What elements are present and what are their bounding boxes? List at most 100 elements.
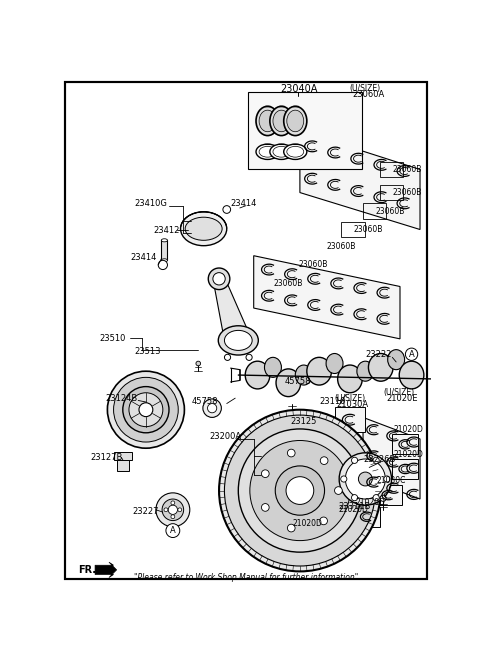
Circle shape (286, 477, 314, 504)
Text: 23060A: 23060A (352, 90, 384, 98)
Ellipse shape (161, 259, 168, 262)
Text: 23060B: 23060B (392, 188, 421, 197)
Ellipse shape (359, 472, 372, 486)
Text: 23060B: 23060B (299, 261, 328, 269)
Text: 23040A: 23040A (281, 84, 318, 94)
Ellipse shape (270, 106, 293, 136)
Text: 23200A: 23200A (209, 432, 241, 441)
Bar (392, 434, 419, 455)
Circle shape (225, 354, 230, 360)
Circle shape (406, 348, 418, 360)
Polygon shape (363, 417, 420, 499)
Ellipse shape (123, 386, 169, 433)
Ellipse shape (264, 358, 281, 377)
Text: (U/SIZE): (U/SIZE) (335, 394, 366, 403)
Text: 23222: 23222 (365, 350, 392, 359)
Circle shape (320, 517, 327, 525)
Text: 21020E: 21020E (386, 394, 418, 403)
Circle shape (238, 429, 361, 552)
Text: 23110: 23110 (319, 398, 346, 407)
Ellipse shape (213, 272, 225, 285)
Circle shape (275, 466, 324, 515)
Circle shape (168, 505, 178, 514)
Circle shape (262, 504, 269, 512)
Text: 23226B: 23226B (364, 455, 396, 464)
Circle shape (335, 487, 342, 495)
Text: 45758: 45758 (192, 398, 218, 407)
Ellipse shape (284, 144, 307, 159)
Ellipse shape (208, 268, 230, 290)
Text: "Please refer to Work Shop Manual for further information": "Please refer to Work Shop Manual for fu… (134, 573, 358, 582)
Text: 23311B: 23311B (338, 502, 371, 511)
Circle shape (178, 508, 182, 512)
Text: 21020D: 21020D (292, 519, 322, 528)
Bar (380, 162, 403, 177)
Text: 21020D: 21020D (394, 450, 424, 459)
Circle shape (156, 493, 190, 527)
Text: 21020D: 21020D (338, 505, 368, 514)
Text: 23124B: 23124B (106, 394, 138, 403)
Bar (336, 407, 365, 432)
Circle shape (373, 495, 379, 501)
Circle shape (171, 515, 175, 519)
Ellipse shape (256, 106, 279, 136)
Text: 23412: 23412 (154, 226, 180, 234)
Ellipse shape (276, 369, 300, 397)
Ellipse shape (399, 361, 424, 389)
Text: 21020D: 21020D (394, 425, 424, 434)
Circle shape (262, 470, 269, 477)
Circle shape (219, 409, 381, 571)
Bar (392, 459, 419, 479)
Circle shape (384, 476, 390, 482)
Bar (354, 507, 380, 527)
Text: A: A (408, 350, 414, 359)
Ellipse shape (307, 358, 332, 385)
Ellipse shape (284, 106, 307, 136)
Text: 23125: 23125 (291, 417, 317, 426)
Circle shape (207, 403, 217, 413)
Circle shape (162, 499, 184, 521)
Ellipse shape (287, 110, 304, 132)
Bar (375, 485, 402, 505)
Polygon shape (300, 131, 420, 229)
Text: A: A (170, 526, 176, 535)
Text: (U/SIZE): (U/SIZE) (349, 84, 380, 93)
Text: 45758: 45758 (285, 377, 311, 386)
Bar (161, 240, 168, 260)
Text: 23510: 23510 (100, 333, 126, 343)
Ellipse shape (218, 326, 258, 355)
Circle shape (223, 206, 230, 214)
Bar (114, 452, 132, 460)
Text: 21030A: 21030A (337, 400, 369, 409)
Ellipse shape (139, 403, 153, 417)
Circle shape (288, 524, 295, 532)
Ellipse shape (108, 371, 184, 448)
Bar (380, 185, 403, 200)
Bar (363, 203, 386, 219)
Circle shape (351, 457, 358, 463)
Text: 23414: 23414 (230, 199, 257, 208)
Ellipse shape (273, 110, 290, 132)
Text: 23127B: 23127B (90, 453, 123, 462)
Ellipse shape (129, 393, 163, 426)
Circle shape (166, 523, 180, 538)
Circle shape (250, 441, 350, 540)
Text: 23410G: 23410G (134, 199, 167, 208)
Text: (U/SIZE): (U/SIZE) (383, 388, 414, 398)
Ellipse shape (256, 144, 279, 159)
Bar (117, 460, 129, 470)
Text: 23060B: 23060B (326, 242, 356, 251)
Circle shape (341, 476, 347, 482)
Ellipse shape (388, 350, 405, 369)
Ellipse shape (369, 354, 393, 381)
Circle shape (196, 361, 201, 365)
Ellipse shape (161, 239, 168, 242)
Ellipse shape (337, 365, 362, 393)
Polygon shape (213, 279, 252, 341)
Ellipse shape (345, 459, 385, 499)
Circle shape (171, 501, 175, 505)
Polygon shape (95, 562, 117, 578)
Circle shape (203, 399, 221, 417)
Ellipse shape (259, 110, 276, 132)
Text: 23060B: 23060B (392, 165, 421, 174)
